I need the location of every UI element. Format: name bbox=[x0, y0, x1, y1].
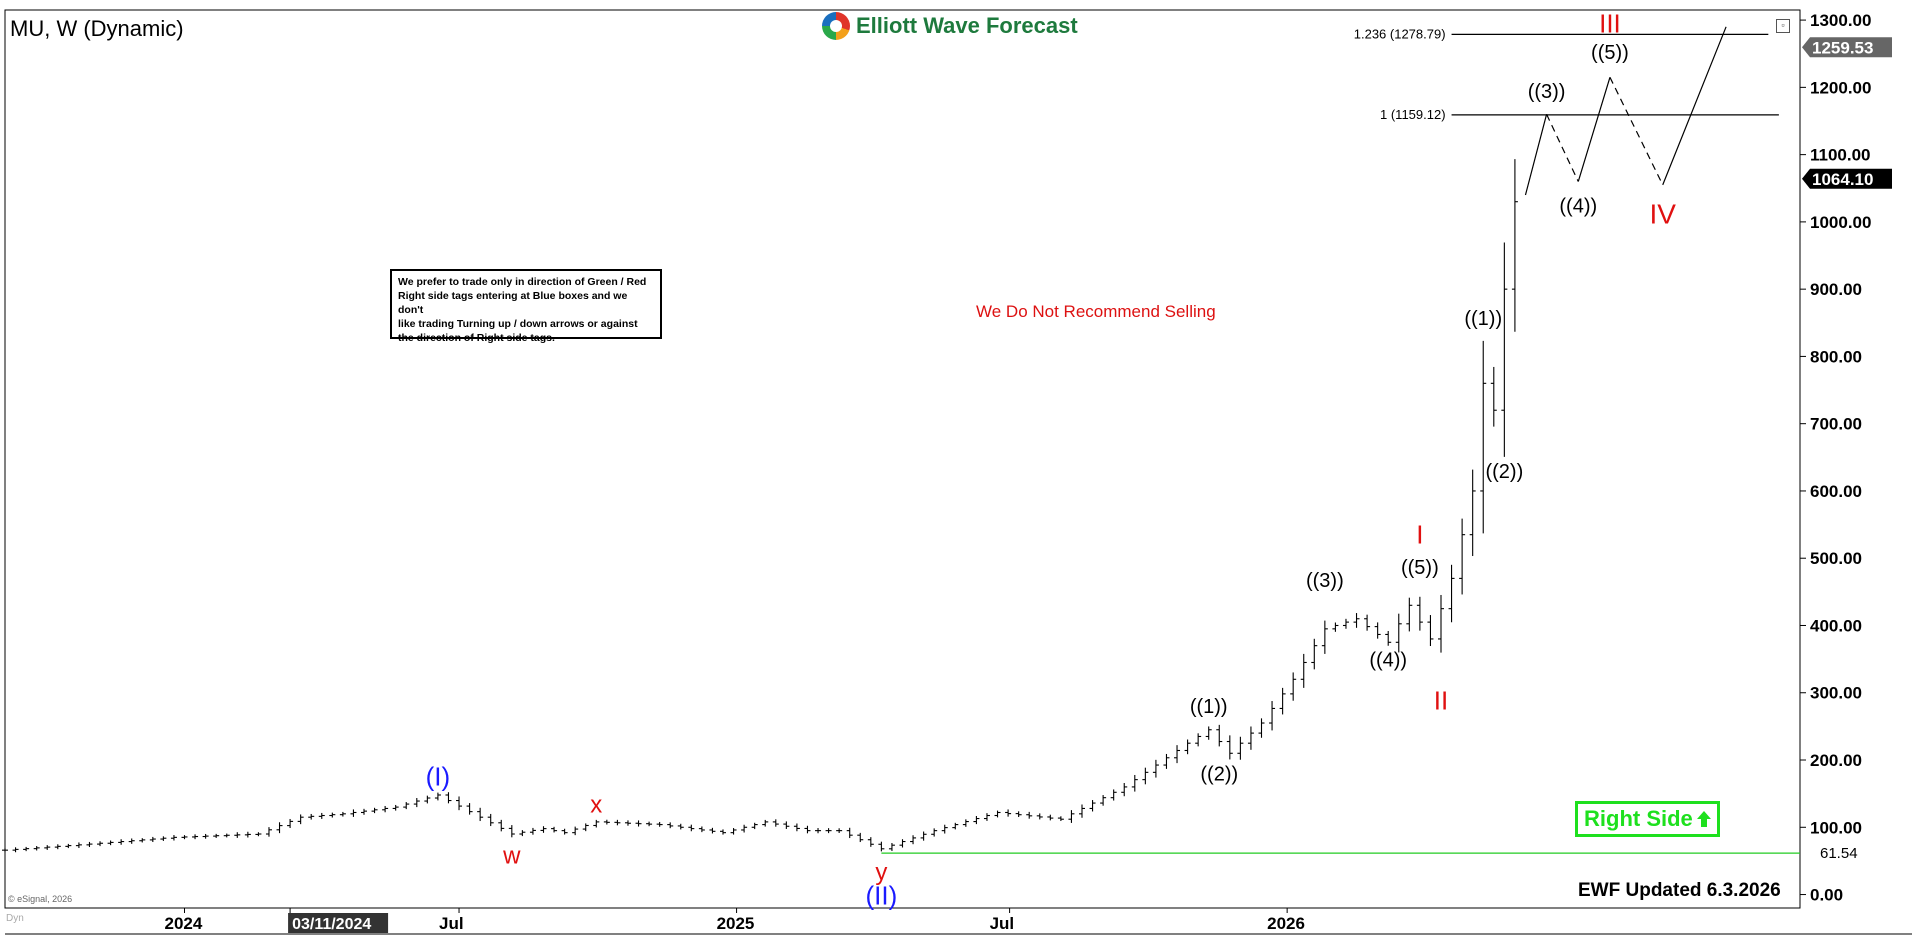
y-tick-label: 1000.00 bbox=[1810, 213, 1871, 232]
y-tick-label: 600.00 bbox=[1810, 482, 1862, 501]
y-tick-label: 200.00 bbox=[1810, 751, 1862, 770]
no-sell-note: We Do Not Recommend Selling bbox=[976, 302, 1216, 322]
wave-label: I bbox=[1416, 519, 1423, 549]
wave-label: ((2)) bbox=[1485, 461, 1523, 483]
fib-label: 1 (1159.12) bbox=[1380, 107, 1446, 122]
projection-segment bbox=[1547, 114, 1579, 181]
logo-text: Elliott Wave Forecast bbox=[856, 13, 1078, 39]
x-tick-label: Jul bbox=[439, 914, 464, 933]
fib-levels: 1.236 (1278.79) 1 (1159.12) bbox=[1354, 26, 1779, 121]
y-tick-label: 100.00 bbox=[1810, 818, 1862, 837]
chart-frame bbox=[5, 10, 1912, 934]
right-side-label: Right Side bbox=[1584, 806, 1693, 832]
restore-window-icon[interactable]: ▫ bbox=[1776, 19, 1790, 33]
brand-logo: Elliott Wave Forecast bbox=[822, 12, 1078, 40]
wave-label: ((4)) bbox=[1559, 195, 1597, 217]
wave-label: w bbox=[502, 842, 521, 869]
wave-label: ((1)) bbox=[1464, 308, 1502, 330]
trade-note-line: the direction of Right side tags. bbox=[398, 331, 654, 345]
y-tick-label: 400.00 bbox=[1810, 616, 1862, 635]
wave-label: II bbox=[1434, 685, 1448, 715]
updated-label: EWF Updated 6.3.2026 bbox=[1578, 880, 1781, 902]
wave-label: (I) bbox=[426, 762, 451, 792]
trade-note-box: We prefer to trade only in direction of … bbox=[390, 269, 662, 339]
y-tick-label: 500.00 bbox=[1810, 549, 1862, 568]
wave-label: IV bbox=[1650, 199, 1677, 230]
wave-label: ((1)) bbox=[1190, 696, 1228, 718]
wave-label: ((2)) bbox=[1200, 764, 1238, 786]
arrow-up-icon bbox=[1697, 811, 1711, 819]
price-tag-label: 1259.53 bbox=[1812, 38, 1873, 57]
wave-labels: (I)wxy(II)((1))((2))((3))((4))((5))III((… bbox=[426, 8, 1677, 910]
y-tick-label: 1300.00 bbox=[1810, 11, 1871, 30]
dyn-label: Dyn bbox=[6, 913, 24, 924]
support-line: 61.54 bbox=[881, 845, 1857, 862]
x-tick-label: Jul bbox=[990, 914, 1015, 933]
y-tick-label: 900.00 bbox=[1810, 280, 1862, 299]
price-tag-label: 1064.10 bbox=[1812, 170, 1873, 189]
x-tick-label: 2024 bbox=[165, 914, 203, 933]
y-tick-label: 700.00 bbox=[1810, 415, 1862, 434]
x-tick-label: 03/11/2024 bbox=[292, 916, 371, 933]
wave-label: ((3)) bbox=[1306, 570, 1344, 592]
trade-note-line: We prefer to trade only in direction of … bbox=[398, 275, 654, 289]
y-tick-label: 1200.00 bbox=[1810, 78, 1871, 97]
trade-note-line: Right side tags entering at Blue boxes a… bbox=[398, 289, 654, 317]
x-tick-label: 2026 bbox=[1267, 914, 1305, 933]
trade-note-line: like trading Turning up / down arrows or… bbox=[398, 317, 654, 331]
y-tick-label: 1100.00 bbox=[1810, 146, 1871, 165]
wave-label: x bbox=[590, 792, 602, 819]
right-side-tag: Right Side bbox=[1575, 801, 1720, 837]
plot-border bbox=[5, 10, 1800, 908]
x-axis: 2024 03/11/2024 Jul 2025 Jul 2026 bbox=[165, 908, 1305, 933]
y-axis: 1300.00 1200.00 1100.00 1000.00 900.00 800.00… bbox=[1800, 11, 1871, 904]
support-level-label: 61.54 bbox=[1820, 845, 1858, 862]
wave-label: ((3)) bbox=[1528, 81, 1566, 103]
projection-segment bbox=[1525, 114, 1546, 195]
y-tick-label: 800.00 bbox=[1810, 347, 1862, 366]
chart-title: MU, W (Dynamic) bbox=[10, 16, 184, 42]
y-tick-label: 300.00 bbox=[1810, 684, 1862, 703]
wave-label: (II) bbox=[865, 880, 897, 910]
copyright-label: © eSignal, 2026 bbox=[8, 894, 72, 904]
price-tags: 1259.53 1064.10 bbox=[1802, 37, 1892, 188]
wave-label: ((4)) bbox=[1369, 649, 1407, 671]
ohlc-bars bbox=[2, 159, 1518, 852]
wave-label: III bbox=[1599, 8, 1621, 38]
fib-label: 1.236 (1278.79) bbox=[1354, 26, 1446, 41]
wave-label: ((5)) bbox=[1401, 557, 1439, 579]
projection-segment bbox=[1663, 27, 1726, 185]
y-tick-label: 0.00 bbox=[1810, 886, 1843, 905]
projection-segment bbox=[1578, 77, 1610, 181]
wave-label: ((5)) bbox=[1591, 42, 1629, 64]
x-tick-label: 2025 bbox=[717, 914, 755, 933]
logo-icon bbox=[822, 12, 850, 40]
projection-segment bbox=[1610, 77, 1663, 185]
